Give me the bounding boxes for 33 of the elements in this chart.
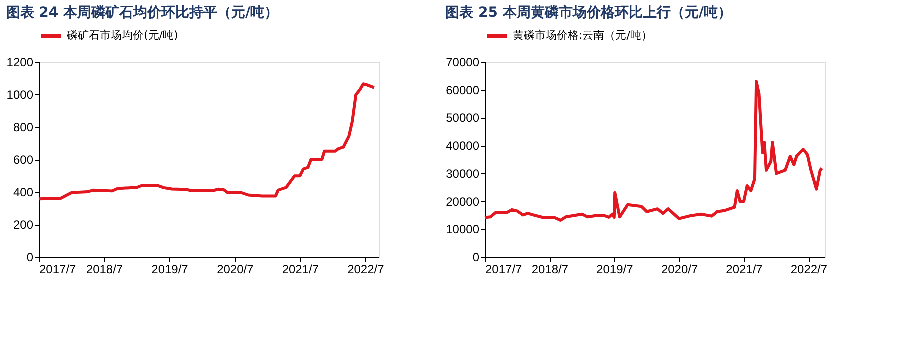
x-tick-label: 2022/7 [790,262,828,276]
y-tick-label: 1000 [6,88,34,102]
x-tick-label: 2021/7 [726,262,764,276]
x-tick-label: 2020/7 [661,262,698,276]
y-tick-label: 60000 [446,83,480,98]
x-tick-label: 2018/7 [532,262,569,276]
legend-label: 黄磷市场价格:云南（元/吨） [513,29,652,42]
y-tick-label: 0 [472,250,480,264]
legend-label: 磷矿石市场均价(元/吨) [66,29,178,42]
y-tick-label: 1200 [6,56,34,70]
x-tick-label: 2019/7 [596,262,634,276]
y-tick-label: 50000 [446,111,480,126]
x-tick-label: 2018/7 [86,262,124,276]
chart-title: 图表 25 本周黄磷市场价格环比上行（元/吨） [446,4,732,21]
y-tick-label: 20000 [446,194,480,209]
x-tick-label: 2019/7 [152,262,189,276]
y-tick-label: 30000 [446,166,480,181]
x-tick-label: 2017/7 [40,262,77,276]
x-tick-label: 2021/7 [282,262,320,276]
x-tick-label: 2020/7 [217,262,254,276]
y-tick-label: 800 [13,120,34,134]
y-tick-label: 400 [13,186,34,200]
y-tick-label: 600 [13,153,34,167]
y-tick-label: 10000 [446,222,480,237]
line-series [38,82,376,201]
x-tick-label: 2017/7 [486,262,523,276]
y-tick-label: 200 [13,218,34,232]
y-tick-label: 0 [26,250,34,264]
x-tick-label: 2022/7 [348,262,385,276]
line-series [484,80,824,222]
y-tick-label: 70000 [446,56,480,70]
chart-title: 图表 24 本周磷矿石均价环比持平（元/吨） [6,4,279,21]
y-tick-label: 40000 [446,139,480,154]
